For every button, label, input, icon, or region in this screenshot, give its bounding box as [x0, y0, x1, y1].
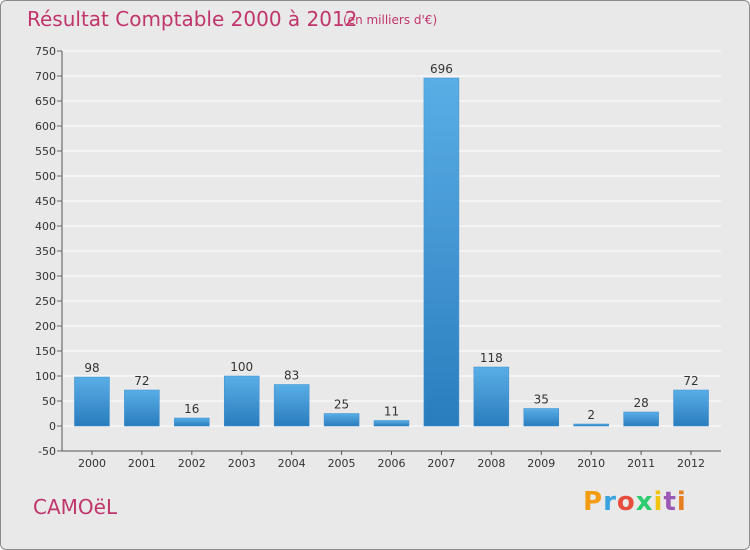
bar-value-label: 11 [384, 405, 399, 419]
bar [323, 413, 360, 427]
bar-value-label: 98 [84, 361, 99, 375]
bar [124, 389, 160, 427]
bar-value-label: 100 [230, 360, 253, 374]
x-tick-label: 2012 [677, 457, 705, 470]
bar-value-label: 696 [430, 62, 453, 76]
y-tick-label: 750 [35, 45, 56, 58]
logo-letter: x [635, 487, 654, 517]
x-tick-label: 2010 [577, 457, 605, 470]
y-tick-label: 400 [35, 220, 56, 233]
bar-value-label: 28 [633, 396, 648, 410]
x-tick-label: 2001 [128, 457, 156, 470]
bar [473, 366, 510, 427]
bar-value-label: 35 [534, 393, 549, 407]
bar [623, 411, 659, 427]
y-tick-label: 250 [35, 295, 56, 308]
y-tick-label: 100 [35, 370, 56, 383]
bar [673, 389, 709, 427]
logo-letter: i [676, 487, 687, 517]
x-tick-label: 2005 [328, 457, 356, 470]
y-tick-label: 150 [35, 345, 56, 358]
x-tick-label: 2007 [427, 457, 455, 470]
commune-name: CAMOëL [33, 495, 118, 519]
logo-letter: P [583, 487, 604, 517]
y-tick-label: 450 [35, 195, 56, 208]
y-tick-label: 500 [35, 170, 56, 183]
chart-unit: (en milliers d'€) [343, 13, 438, 27]
bar-value-label: 72 [134, 374, 149, 388]
chart-title: Résultat Comptable 2000 à 2012 [27, 7, 358, 31]
y-tick-label: 350 [35, 245, 56, 258]
y-tick-label: 50 [42, 395, 56, 408]
bar [273, 384, 310, 427]
y-tick-label: 200 [35, 320, 56, 333]
bar [423, 77, 460, 427]
bar [573, 423, 609, 427]
bar [74, 376, 110, 427]
y-tick-label: 550 [35, 145, 56, 158]
y-tick-label: 650 [35, 95, 56, 108]
x-tick-label: 2004 [278, 457, 306, 470]
bar-value-label: 72 [683, 374, 698, 388]
x-tick-label: 2006 [378, 457, 406, 470]
bar [174, 417, 210, 427]
bar-value-label: 16 [184, 402, 199, 416]
x-tick-label: 2000 [78, 457, 106, 470]
x-tick-label: 2008 [477, 457, 505, 470]
logo-letter: i [653, 487, 664, 517]
bar-value-label: 83 [284, 369, 299, 383]
logo-letter: r [603, 487, 617, 517]
bar [223, 375, 260, 427]
y-tick-label: -50 [38, 445, 56, 458]
bar-value-label: 2 [587, 408, 595, 422]
y-tick-label: 300 [35, 270, 56, 283]
y-tick-label: 700 [35, 70, 56, 83]
bar [373, 420, 410, 427]
bar-value-label: 25 [334, 398, 349, 412]
bar-value-label: 118 [480, 351, 503, 365]
logo-letter: o [616, 487, 636, 517]
y-tick-label: 0 [49, 420, 56, 433]
x-tick-label: 2002 [178, 457, 206, 470]
x-tick-label: 2003 [228, 457, 256, 470]
bar [523, 408, 560, 427]
y-tick-label: 600 [35, 120, 56, 133]
proxiti-logo: Proxiti [583, 487, 687, 517]
x-tick-label: 2011 [627, 457, 655, 470]
x-tick-label: 2009 [527, 457, 555, 470]
logo-letter: t [663, 487, 677, 517]
